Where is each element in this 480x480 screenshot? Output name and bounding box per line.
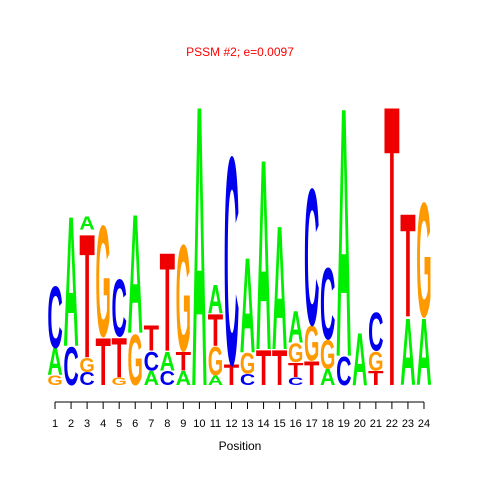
logo-letter-pos23-T-1: T xyxy=(400,184,415,348)
logo-letter-pos8-T-2: T xyxy=(160,224,175,381)
x-tick-label-17: 17 xyxy=(306,418,318,430)
x-tick-label-10: 10 xyxy=(193,418,205,430)
logo-letter-pos12-C-1: C xyxy=(224,94,239,427)
logo-letter-pos5-G-0: G xyxy=(111,375,126,388)
logo-letter-pos3-C-0: C xyxy=(79,369,94,389)
logo-letter-pos13-A-2: A xyxy=(240,229,255,381)
logo-letter-pos3-T-2: T xyxy=(79,196,94,395)
logo-letter-pos18-G-1: G xyxy=(320,332,335,378)
logo-letter-pos17-C-2: C xyxy=(304,149,319,367)
logo-letter-pos16-T-1: T xyxy=(288,358,303,381)
logo-letter-pos16-A-3: A xyxy=(288,302,303,353)
logo-letter-pos21-T-0: T xyxy=(368,366,383,389)
logo-letter-pos21-G-1: G xyxy=(368,346,383,377)
logo-letter-pos4-G-1: G xyxy=(95,193,110,371)
logo-letter-pos8-C-0: C xyxy=(160,367,175,390)
logo-letter-pos1-G-0: G xyxy=(47,373,62,388)
x-tick-label-18: 18 xyxy=(322,418,334,430)
logo-letter-pos9-G-2: G xyxy=(176,213,191,383)
logo-letter-pos24-G-1: G xyxy=(416,169,431,352)
logo-letter-pos1-A-1: A xyxy=(47,341,62,384)
x-tick-label-14: 14 xyxy=(257,418,269,430)
logo-letter-pos2-A-1: A xyxy=(63,179,78,387)
logo-letter-pos8-A-1: A xyxy=(160,347,176,377)
logo-letter-pos10-A-0: A xyxy=(192,22,207,471)
x-tick-label-16: 16 xyxy=(290,418,302,430)
x-axis: 1 2 3 4 5 6 7 8 9 10 11 12 13 14 15 16 17 18 19 20 21 22 23 24 xyxy=(52,401,430,430)
logo-letter-pos13-G-1: G xyxy=(240,348,255,381)
logo-letter-pos11-T-2: T xyxy=(208,305,224,356)
logo-letter-pos14-A-1: A xyxy=(256,102,271,407)
chart-title: PSSM #2; e=0.0097 xyxy=(186,45,294,59)
logo-letter-pos19-A-1: A xyxy=(336,32,351,432)
logo-letter-pos5-T-1: T xyxy=(111,326,126,389)
x-tick-label-21: 21 xyxy=(370,418,382,430)
x-tick-label-6: 6 xyxy=(132,418,138,430)
logo-letter-pos6-A-1: A xyxy=(128,178,143,369)
x-tick-label-4: 4 xyxy=(100,418,106,430)
logo-letter-pos15-T-0: T xyxy=(272,341,287,397)
logo-letter-pos16-G-2: G xyxy=(288,338,303,369)
logo-letter-pos16-C-0: C xyxy=(288,375,303,388)
logo-letter-pos18-C-2: C xyxy=(320,246,335,361)
logo-letter-pos13-C-0: C xyxy=(240,371,256,389)
logo-letter-pos3-A-3: A xyxy=(79,214,94,234)
x-tick-label-19: 19 xyxy=(338,418,350,430)
x-tick-label-22: 22 xyxy=(386,418,398,430)
logo-letter-pos2-C-0: C xyxy=(63,336,78,397)
logo-letter-pos1-C-2: C xyxy=(47,268,62,367)
logo-letter-pos23-A-0: A xyxy=(400,298,415,406)
logo-letter-pos17-G-1: G xyxy=(304,317,319,372)
logo-letter-pos22-T-0: T xyxy=(384,22,399,471)
logo-letter-pos7-A-0: A xyxy=(144,367,159,390)
logo-letter-pos5-C-2: C xyxy=(111,262,126,354)
x-tick-label-7: 7 xyxy=(148,418,154,430)
x-tick-label-20: 20 xyxy=(354,418,366,430)
logo-letter-pos11-A-0: A xyxy=(208,373,223,388)
x-tick-label-23: 23 xyxy=(402,418,414,430)
logo-letter-pos11-G-1: G xyxy=(208,338,223,384)
x-axis-label: Position xyxy=(219,439,262,453)
x-tick-label-8: 8 xyxy=(164,418,170,430)
logo-letter-pos21-C-2: C xyxy=(368,302,383,363)
x-tick-label-24: 24 xyxy=(418,418,430,430)
logo-letter-pos9-T-1: T xyxy=(176,345,191,376)
logo-letter-pos19-C-0: C xyxy=(336,347,351,393)
x-tick-label-3: 3 xyxy=(84,418,90,430)
logo-letter-pos24-A-0: A xyxy=(416,298,431,406)
logo-letter-pos20-A-0: A xyxy=(352,317,367,401)
logo-letter-pos18-A-0: A xyxy=(320,364,335,390)
x-tick-label-9: 9 xyxy=(180,418,186,430)
logo-letter-pos15-A-1: A xyxy=(272,189,287,387)
logo-letter-pos3-G-1: G xyxy=(79,355,94,377)
logo-letter-pos7-C-1: C xyxy=(144,347,159,377)
x-tick-label-2: 2 xyxy=(68,418,74,430)
logo-letter-pos9-A-0: A xyxy=(176,367,191,390)
logo-letter-pos4-T-0: T xyxy=(95,324,110,400)
x-tick-label-5: 5 xyxy=(116,418,122,430)
logo-letter-pos17-T-0: T xyxy=(304,355,319,393)
x-tick-label-11: 11 xyxy=(210,418,221,430)
logo-letter-pos11-A-3: A xyxy=(208,275,223,321)
x-tick-label-12: 12 xyxy=(225,418,237,430)
logo-letter-pos14-T-0: T xyxy=(256,341,271,397)
logo-letter-pos12-T-0: T xyxy=(224,358,240,391)
x-tick-label-13: 13 xyxy=(241,418,253,430)
x-tick-label-15: 15 xyxy=(273,418,285,430)
logo-letter-pos6-G-0: G xyxy=(128,321,143,402)
x-tick-label-1: 1 xyxy=(52,418,58,430)
logo-letter-pos7-T-2: T xyxy=(144,318,159,359)
